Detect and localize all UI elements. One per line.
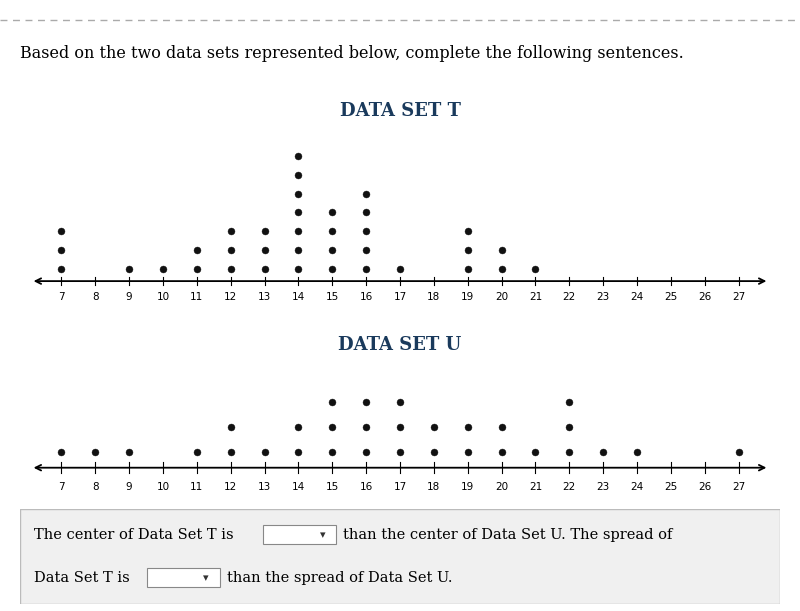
Text: 23: 23 xyxy=(597,292,610,302)
Text: 16: 16 xyxy=(359,482,373,492)
Text: ▾: ▾ xyxy=(320,530,326,540)
Text: 15: 15 xyxy=(326,292,339,302)
Text: Based on the two data sets represented below, complete the following sentences.: Based on the two data sets represented b… xyxy=(20,45,684,62)
Text: 17: 17 xyxy=(394,292,406,302)
Text: 19: 19 xyxy=(461,292,474,302)
Text: than the center of Data Set U. The spread of: than the center of Data Set U. The sprea… xyxy=(343,528,672,542)
FancyBboxPatch shape xyxy=(263,525,336,544)
Text: 9: 9 xyxy=(126,482,132,492)
FancyBboxPatch shape xyxy=(20,509,780,604)
Text: 7: 7 xyxy=(58,482,65,492)
Text: 8: 8 xyxy=(92,482,98,492)
Text: 24: 24 xyxy=(630,482,644,492)
Text: DATA SET T: DATA SET T xyxy=(339,102,461,120)
Text: than the spread of Data Set U.: than the spread of Data Set U. xyxy=(226,571,452,585)
Text: 18: 18 xyxy=(427,292,441,302)
Text: The center of Data Set T is: The center of Data Set T is xyxy=(34,528,234,542)
Text: Data Set T is: Data Set T is xyxy=(34,571,130,585)
Text: 25: 25 xyxy=(664,482,678,492)
Text: ▾: ▾ xyxy=(203,573,209,583)
Text: 23: 23 xyxy=(597,482,610,492)
Text: 15: 15 xyxy=(326,482,339,492)
Text: 9: 9 xyxy=(126,292,132,302)
Text: DATA SET U: DATA SET U xyxy=(338,336,462,354)
Text: 8: 8 xyxy=(92,292,98,302)
Text: 27: 27 xyxy=(732,482,746,492)
Text: 17: 17 xyxy=(394,482,406,492)
Text: 22: 22 xyxy=(562,292,576,302)
Text: 19: 19 xyxy=(461,482,474,492)
Text: 20: 20 xyxy=(495,482,508,492)
Text: 11: 11 xyxy=(190,292,203,302)
Text: 24: 24 xyxy=(630,292,644,302)
Text: 13: 13 xyxy=(258,482,271,492)
FancyBboxPatch shape xyxy=(147,568,220,587)
Text: 21: 21 xyxy=(529,292,542,302)
Text: 10: 10 xyxy=(156,482,170,492)
Text: 14: 14 xyxy=(292,482,305,492)
Text: 22: 22 xyxy=(562,482,576,492)
Text: 26: 26 xyxy=(698,292,711,302)
Text: 21: 21 xyxy=(529,482,542,492)
Text: 10: 10 xyxy=(156,292,170,302)
Text: 18: 18 xyxy=(427,482,441,492)
Text: 16: 16 xyxy=(359,292,373,302)
Text: 12: 12 xyxy=(224,292,238,302)
Text: 25: 25 xyxy=(664,292,678,302)
Text: 12: 12 xyxy=(224,482,238,492)
Text: 13: 13 xyxy=(258,292,271,302)
Text: 11: 11 xyxy=(190,482,203,492)
Text: 7: 7 xyxy=(58,292,65,302)
Text: 26: 26 xyxy=(698,482,711,492)
Text: 27: 27 xyxy=(732,292,746,302)
Text: 14: 14 xyxy=(292,292,305,302)
Text: 20: 20 xyxy=(495,292,508,302)
